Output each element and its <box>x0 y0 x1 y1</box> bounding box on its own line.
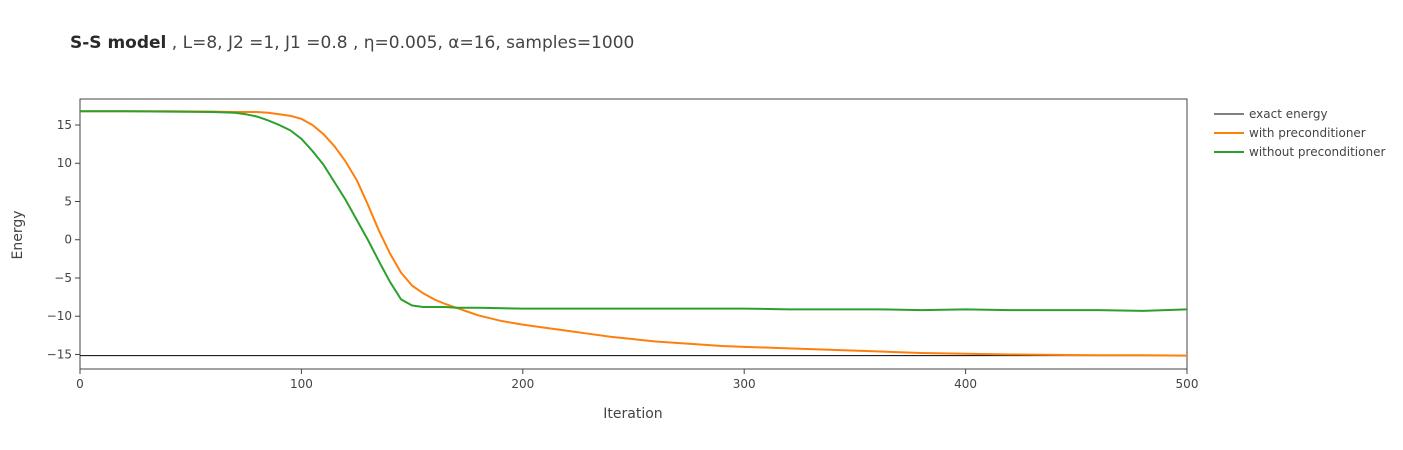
series-layer <box>80 110 1188 357</box>
legend-entry-label: without preconditioner <box>1249 145 1385 159</box>
y-tick-label: −10 <box>47 309 72 323</box>
chart-title: S-S model , L=8, J2 =1, J1 =0.8 , η=0.00… <box>70 33 634 53</box>
plot-area <box>79 98 1188 370</box>
x-axis-ticks: 0 100 200 300 400 500 <box>76 369 1198 391</box>
x-tick-label: 500 <box>1176 377 1199 391</box>
x-tick-label: 400 <box>954 377 977 391</box>
y-axis-ticks: 15 10 5 0 −5 −10 −15 <box>47 118 80 361</box>
chart-title-bold: S-S model <box>70 33 167 53</box>
x-tick-label: 100 <box>290 377 313 391</box>
x-tick-label: 300 <box>733 377 756 391</box>
legend-entry-label: exact energy <box>1249 107 1328 121</box>
y-tick-label: −5 <box>54 271 72 285</box>
y-tick-label: −15 <box>47 347 72 361</box>
x-tick-label: 0 <box>76 377 84 391</box>
y-tick-label: 10 <box>57 156 72 170</box>
chart-title-params: , L=8, J2 =1, J1 =0.8 , η=0.005, α=16, s… <box>166 33 635 53</box>
x-tick-label: 200 <box>511 377 534 391</box>
series-line-without-preconditioner <box>80 110 1188 312</box>
legend-entry-label: with preconditioner <box>1249 126 1366 140</box>
y-tick-label: 15 <box>57 118 72 132</box>
y-tick-label: 0 <box>64 233 72 247</box>
x-axis-label: Iteration <box>603 406 662 422</box>
series-line-with-preconditioner <box>80 110 1188 357</box>
y-tick-label: 5 <box>64 194 72 208</box>
legend: exact energy with preconditioner without p… <box>1214 107 1385 159</box>
y-axis-label: Energy <box>10 210 26 259</box>
